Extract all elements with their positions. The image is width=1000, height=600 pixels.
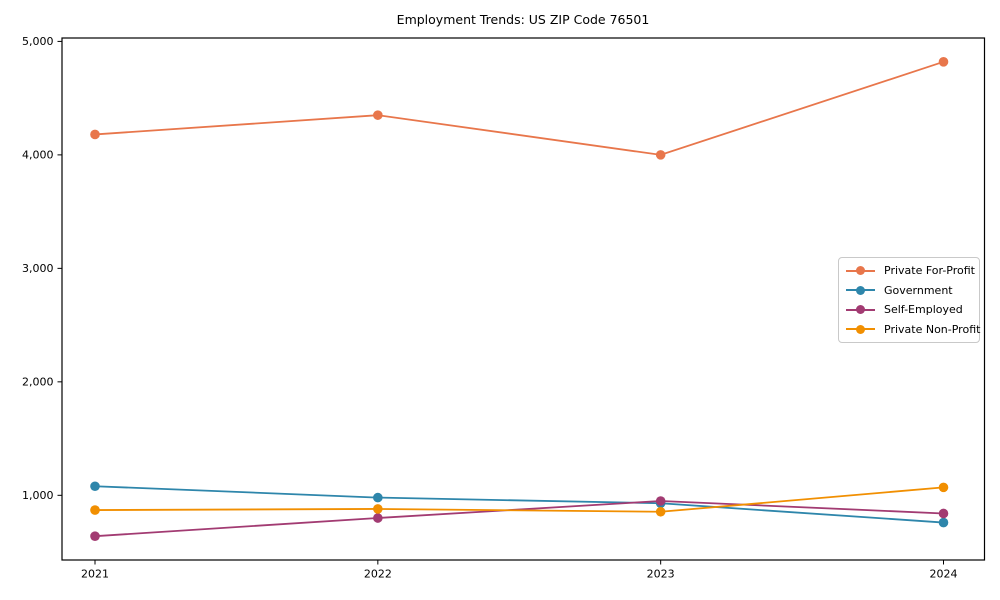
data-point-private-non-profit-2022	[373, 504, 383, 514]
y-tick-label: 5,000	[22, 35, 54, 48]
legend-dot	[856, 266, 865, 276]
data-point-private-for-profit-2022	[373, 110, 383, 120]
y-tick-label: 4,000	[22, 149, 54, 162]
data-point-private-for-profit-2021	[90, 129, 100, 140]
data-point-government-2021	[90, 481, 100, 492]
data-point-private-for-profit-2024	[938, 57, 949, 67]
data-point-government-2024	[938, 517, 949, 528]
y-tick-label: 3,000	[22, 262, 54, 275]
legend-label: Self-Employed	[884, 303, 963, 317]
legend-item-self-employed: Self-Employed	[846, 300, 973, 320]
data-point-self-employed-2021	[90, 531, 100, 541]
legend-label: Private Non-Profit	[884, 322, 981, 336]
chart-title: Employment Trends: US ZIP Code 76501	[396, 12, 650, 27]
data-point-private-non-profit-2021	[90, 505, 100, 515]
data-point-government-2022	[373, 492, 383, 503]
series-line-government	[94, 485, 944, 524]
legend-item-private-for-profit: Private For-Profit	[846, 261, 975, 281]
series-line-private-non-profit	[94, 486, 944, 513]
y-tick-label: 2,000	[22, 376, 54, 389]
plot-frame	[61, 37, 986, 561]
legend-dot	[856, 324, 865, 334]
series-line-private-for-profit	[94, 60, 944, 156]
legend-item-private-non-profit: Private Non-Profit	[846, 320, 980, 340]
legend-marker-icon	[846, 285, 875, 296]
legend-dot	[856, 285, 865, 295]
legend-marker-icon	[846, 265, 875, 276]
legend-label: Private For-Profit	[884, 264, 975, 278]
legend-dot	[856, 305, 865, 315]
x-tick-label: 2024	[930, 568, 958, 581]
data-point-private-for-profit-2023	[655, 150, 666, 160]
chart-legend: Private For-Profit Government Self-Employe…	[838, 257, 980, 343]
data-point-private-non-profit-2023	[655, 506, 666, 517]
data-point-private-non-profit-2024	[938, 482, 949, 493]
legend-label: Government	[884, 283, 953, 297]
x-tick-label: 2023	[647, 568, 675, 581]
x-tick-label: 2022	[364, 568, 392, 581]
series-line-self-employed	[94, 500, 944, 538]
data-point-self-employed-2022	[373, 513, 383, 523]
legend-item-government: Government	[846, 281, 973, 301]
y-tick-label: 1,000	[22, 489, 54, 502]
data-point-self-employed-2024	[938, 508, 949, 519]
data-point-self-employed-2023	[655, 496, 666, 506]
legend-marker-icon	[846, 324, 875, 335]
legend-marker-icon	[846, 304, 875, 315]
x-tick-label: 2021	[81, 568, 109, 581]
